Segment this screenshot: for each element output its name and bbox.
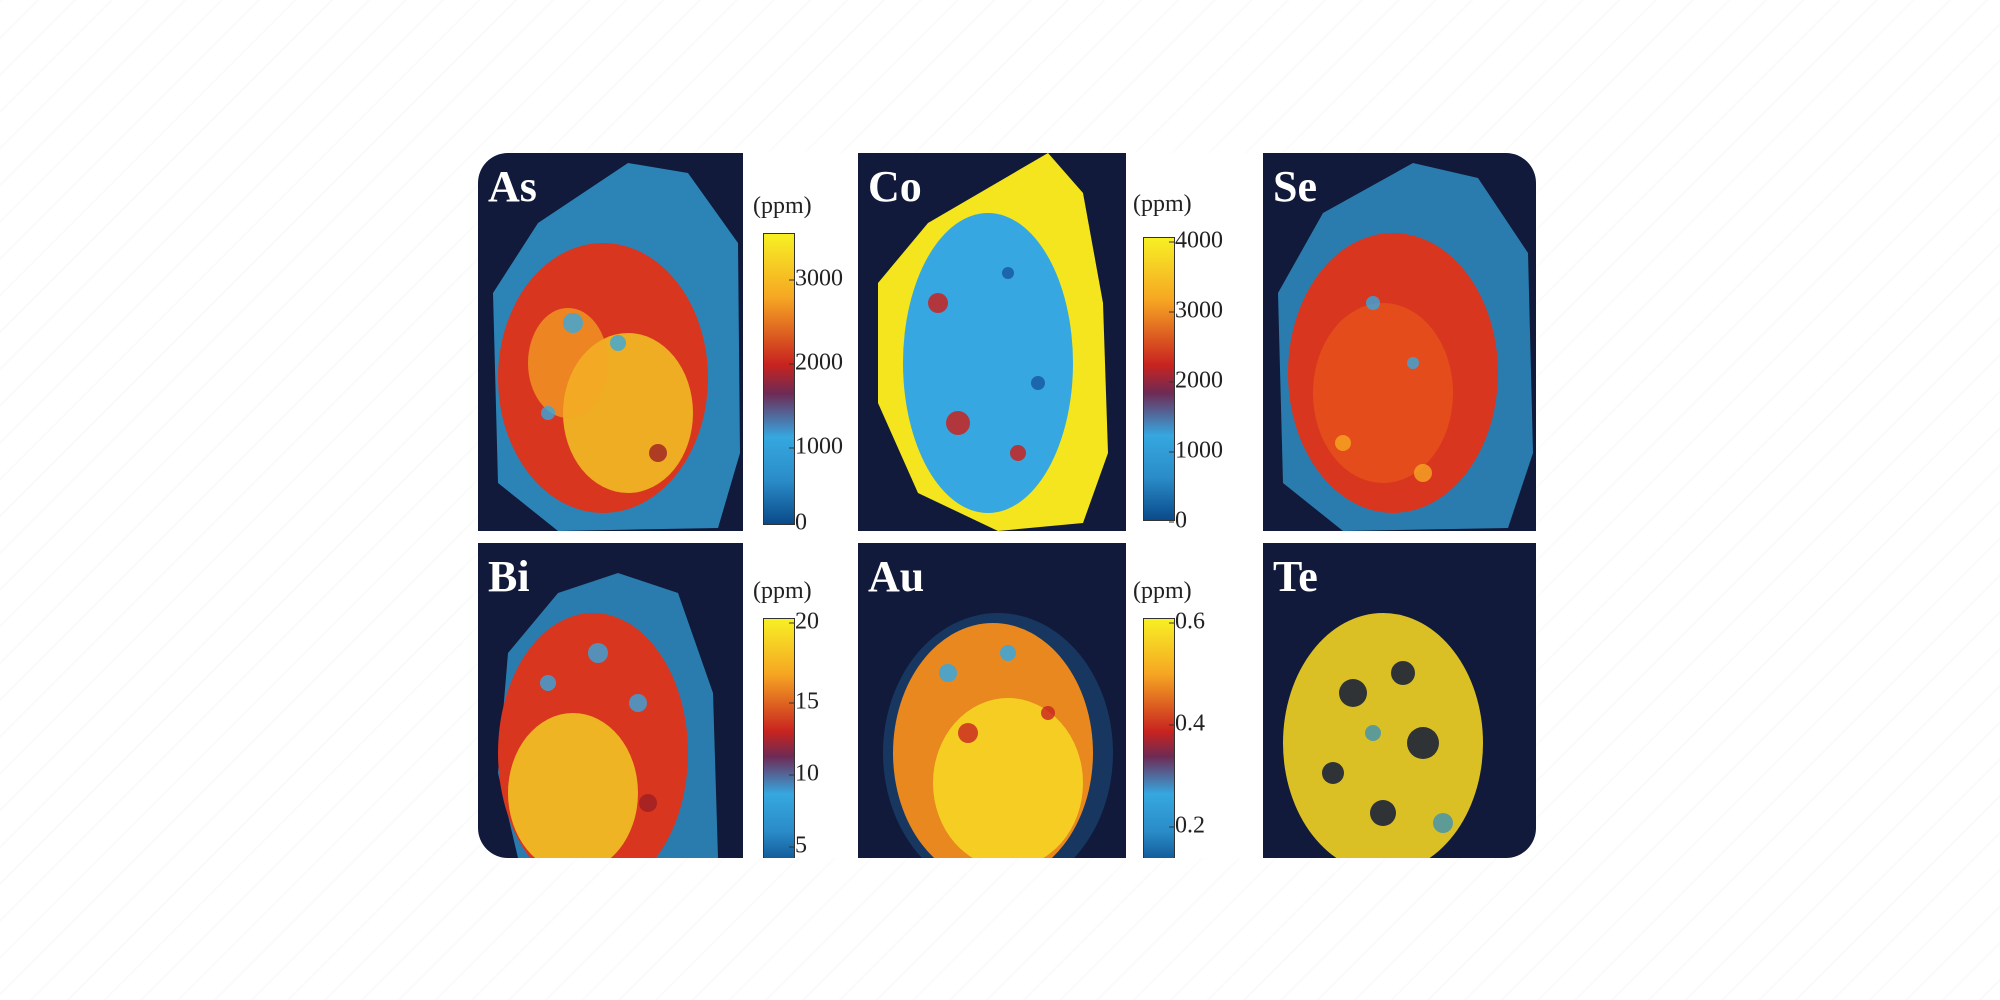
map-panel-bi: Bi xyxy=(478,543,743,858)
colorbar-tick: 0.4 xyxy=(1169,710,1205,737)
map-panel-te: Te xyxy=(1263,543,1536,858)
colorbar-unit: (ppm) xyxy=(753,578,812,604)
map-panel-se: Se xyxy=(1263,153,1536,531)
as-map-image xyxy=(493,163,740,531)
colorbar-tick: 20 xyxy=(789,608,819,635)
colorbar-tick: 3000 xyxy=(789,265,843,292)
colorbar-gradient xyxy=(763,618,795,858)
colorbar-tick: 3000 xyxy=(1169,297,1223,324)
colorbar-gradient xyxy=(763,233,795,525)
colorbar-unit: (ppm) xyxy=(753,193,812,219)
map-panel-as: As xyxy=(478,153,743,531)
colorbar-tick: 2000 xyxy=(789,349,843,376)
colorbar-unit: (ppm) xyxy=(1133,191,1192,217)
panel-label-se: Se xyxy=(1273,162,1317,211)
colorbar-bi: (ppm) 20 15 10 5 xyxy=(753,578,833,858)
colorbar-gradient xyxy=(1143,618,1175,858)
colorbar-tick: 0.6 xyxy=(1169,608,1205,635)
colorbar-tick: 0 xyxy=(1169,507,1187,534)
colorbar-as: (ppm) 3000 2000 1000 0 xyxy=(753,193,843,536)
colorbar-tick: 0.2 xyxy=(1169,812,1205,839)
co-map-image xyxy=(878,153,1108,531)
panel-label-bi: Bi xyxy=(488,552,530,601)
colorbar-tick: 0 xyxy=(789,509,807,536)
colorbar-unit: (ppm) xyxy=(1133,578,1192,604)
panel-label-te: Te xyxy=(1273,552,1318,601)
panel-label-as: As xyxy=(488,162,537,211)
se-map-image xyxy=(1278,163,1533,531)
colorbar-tick: 1000 xyxy=(1169,437,1223,464)
colorbar-au: (ppm) 0.6 0.4 0.2 xyxy=(1133,578,1228,858)
map-panel-co: Co xyxy=(858,153,1126,531)
map-panel-au: Au xyxy=(858,543,1126,858)
colorbar-gradient xyxy=(1143,237,1175,521)
panel-label-au: Au xyxy=(868,552,925,601)
colorbar-co: (ppm) 4000 3000 2000 1000 0 xyxy=(1133,191,1228,534)
colorbar-tick: 2000 xyxy=(1169,367,1223,394)
colorbar-tick: 15 xyxy=(789,688,819,715)
element-map-figure: As (ppm) 3000 2000 1000 0 Co (ppm) 4000 … xyxy=(478,153,1536,858)
colorbar-tick: 1000 xyxy=(789,433,843,460)
te-map-image xyxy=(1283,613,1483,858)
au-map-image xyxy=(883,613,1113,858)
colorbar-tick: 5 xyxy=(789,832,807,858)
colorbar-tick: 4000 xyxy=(1169,227,1223,254)
colorbar-tick: 10 xyxy=(789,760,819,787)
bi-map-image xyxy=(498,573,718,858)
panel-label-co: Co xyxy=(868,162,922,211)
